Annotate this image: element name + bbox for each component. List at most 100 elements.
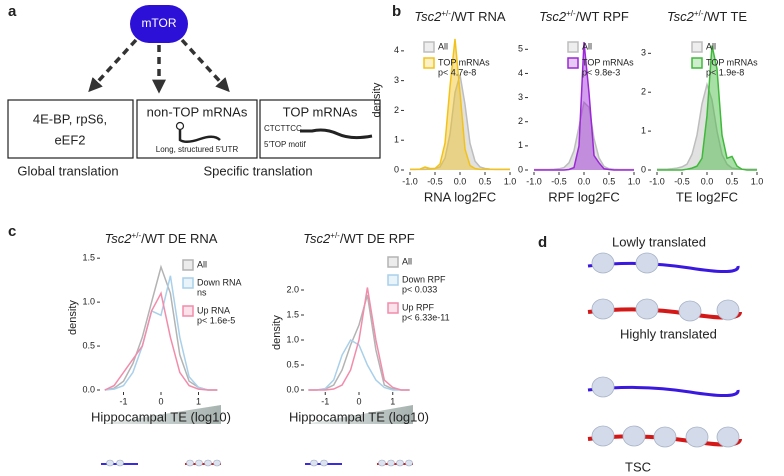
y-tick-label: 3 (518, 92, 523, 102)
panel-label: d (538, 234, 547, 251)
legend-label: Up RNA (197, 305, 230, 315)
legend-swatch (182, 259, 194, 271)
legend-note: p< 4.7e-8 (438, 67, 476, 77)
mrna-diagram (587, 252, 742, 448)
y-tick-label: 0.0 (82, 384, 95, 394)
density-line (308, 338, 410, 391)
x-tick-label: 0 (158, 396, 163, 406)
x-tick-label: 1.0 (504, 176, 517, 186)
y-tick-label: 1.5 (286, 309, 299, 319)
mtor-label: mTOR (141, 16, 176, 30)
title-part: Tsc2 (539, 9, 567, 24)
x-axis-label: RPF log2FC (548, 189, 620, 204)
y-tick-label: 0 (518, 164, 523, 174)
x-tick-label: 0 (356, 396, 361, 406)
panel-label: a (8, 3, 17, 20)
chart-title: Tsc2+/-/WT RPF (539, 9, 629, 25)
diagram-label: Lowly translated (612, 234, 706, 249)
y-tick-label: 1.0 (82, 296, 95, 306)
legend-label: All (402, 256, 412, 266)
y-tick-label: 0 (394, 164, 399, 174)
y-tick-label: 2 (641, 87, 646, 97)
x-tick-label: 1.0 (751, 176, 764, 186)
boxes (7, 99, 381, 159)
x-tick-label: 1 (390, 396, 395, 406)
x-tick-label: -0.5 (427, 176, 443, 186)
y-tick-label: 1 (641, 125, 646, 135)
panel-label: c (8, 223, 16, 240)
x-tick-label: -1 (119, 396, 127, 406)
y-tick-label: 1.5 (82, 253, 95, 263)
legend-label: TOP mRNAs (706, 57, 758, 67)
x-tick-label: -0.5 (551, 176, 567, 186)
x-tick-label: 0.5 (479, 176, 492, 186)
box-text: 5'TOP motif (264, 140, 306, 149)
box-text: Long, structured 5'UTR (156, 145, 239, 154)
x-tick-label: 0.0 (701, 176, 714, 186)
diagram-label: Highly translated (620, 326, 717, 341)
title-part: /WT TE (703, 9, 747, 24)
y-tick-label: 4 (518, 68, 523, 78)
x-tick-label: -1.0 (526, 176, 542, 186)
legend-label: Down RNA (197, 277, 242, 287)
title-part: /WT DE RPF (340, 231, 415, 246)
x-tick-label: 0.5 (726, 176, 739, 186)
density-line (308, 287, 410, 391)
y-tick-label: 2.0 (286, 284, 299, 294)
legend-swatch (691, 57, 703, 69)
density-line (104, 275, 218, 391)
legend-label: Down RPF (402, 274, 446, 284)
title-part: /WT RPF (576, 9, 629, 24)
legend-swatch (423, 41, 435, 53)
outcome: Specific translation (203, 163, 312, 178)
legend-note: p< 6.33e-11 (402, 312, 450, 322)
legend-note: ns (197, 287, 207, 297)
mrna-icon (300, 128, 373, 140)
arrows (88, 38, 230, 94)
legend-note: p< 1.9e-8 (706, 67, 744, 77)
legend-label: Up RPF (402, 302, 435, 312)
density-line (657, 45, 757, 171)
chart-title: Tsc2+/-/WT DE RPF (303, 231, 414, 247)
box-text: eEF2 (54, 132, 85, 147)
x-tick-label: -1.0 (649, 176, 665, 186)
density-area (410, 38, 510, 171)
x-axis-label: Hippocampal TE (log10) (91, 409, 231, 424)
y-tick-label: 2 (518, 116, 523, 126)
gradient-triangle (305, 405, 413, 424)
y-tick-label: 1 (394, 135, 399, 145)
legend-swatch (182, 305, 194, 317)
legend-swatch (387, 274, 399, 286)
legend-swatch (182, 277, 194, 289)
legend-label: TOP mRNAs (582, 57, 634, 67)
y-tick-label: 0.5 (82, 340, 95, 350)
density-area (657, 84, 757, 170)
y-tick-label: 0.5 (286, 359, 299, 369)
density-area (534, 102, 634, 170)
density-line (410, 38, 510, 171)
y-axis-label: density (271, 315, 283, 350)
title-part: /WT DE RNA (141, 231, 218, 246)
chart-title: Tsc2+/-/WT TE (667, 9, 747, 25)
density-line (534, 42, 634, 171)
y-tick-label: 2 (394, 105, 399, 115)
title-part: +/- (694, 9, 704, 18)
x-tick-label: 1.0 (628, 176, 641, 186)
y-axis-label: density (371, 82, 383, 117)
legend-swatch (423, 57, 435, 69)
density-line (104, 291, 218, 391)
title-part: +/- (330, 231, 340, 240)
legend-swatch (567, 57, 579, 69)
mrna-icons (101, 459, 413, 467)
mtor-node (130, 5, 188, 43)
y-tick-label: 4 (394, 45, 399, 55)
legend-note: p< 1.6e-5 (197, 315, 235, 325)
box-text: TOP mRNAs (283, 104, 358, 119)
legend-swatch (691, 41, 703, 53)
title-part: /WT RNA (451, 9, 506, 24)
x-axis-label: RNA log2FC (424, 189, 496, 204)
x-axis-label: Hippocampal TE (log10) (289, 409, 429, 424)
legend-label: All (582, 41, 592, 51)
y-axis-label: density (67, 300, 79, 335)
legend-label: All (197, 259, 207, 269)
